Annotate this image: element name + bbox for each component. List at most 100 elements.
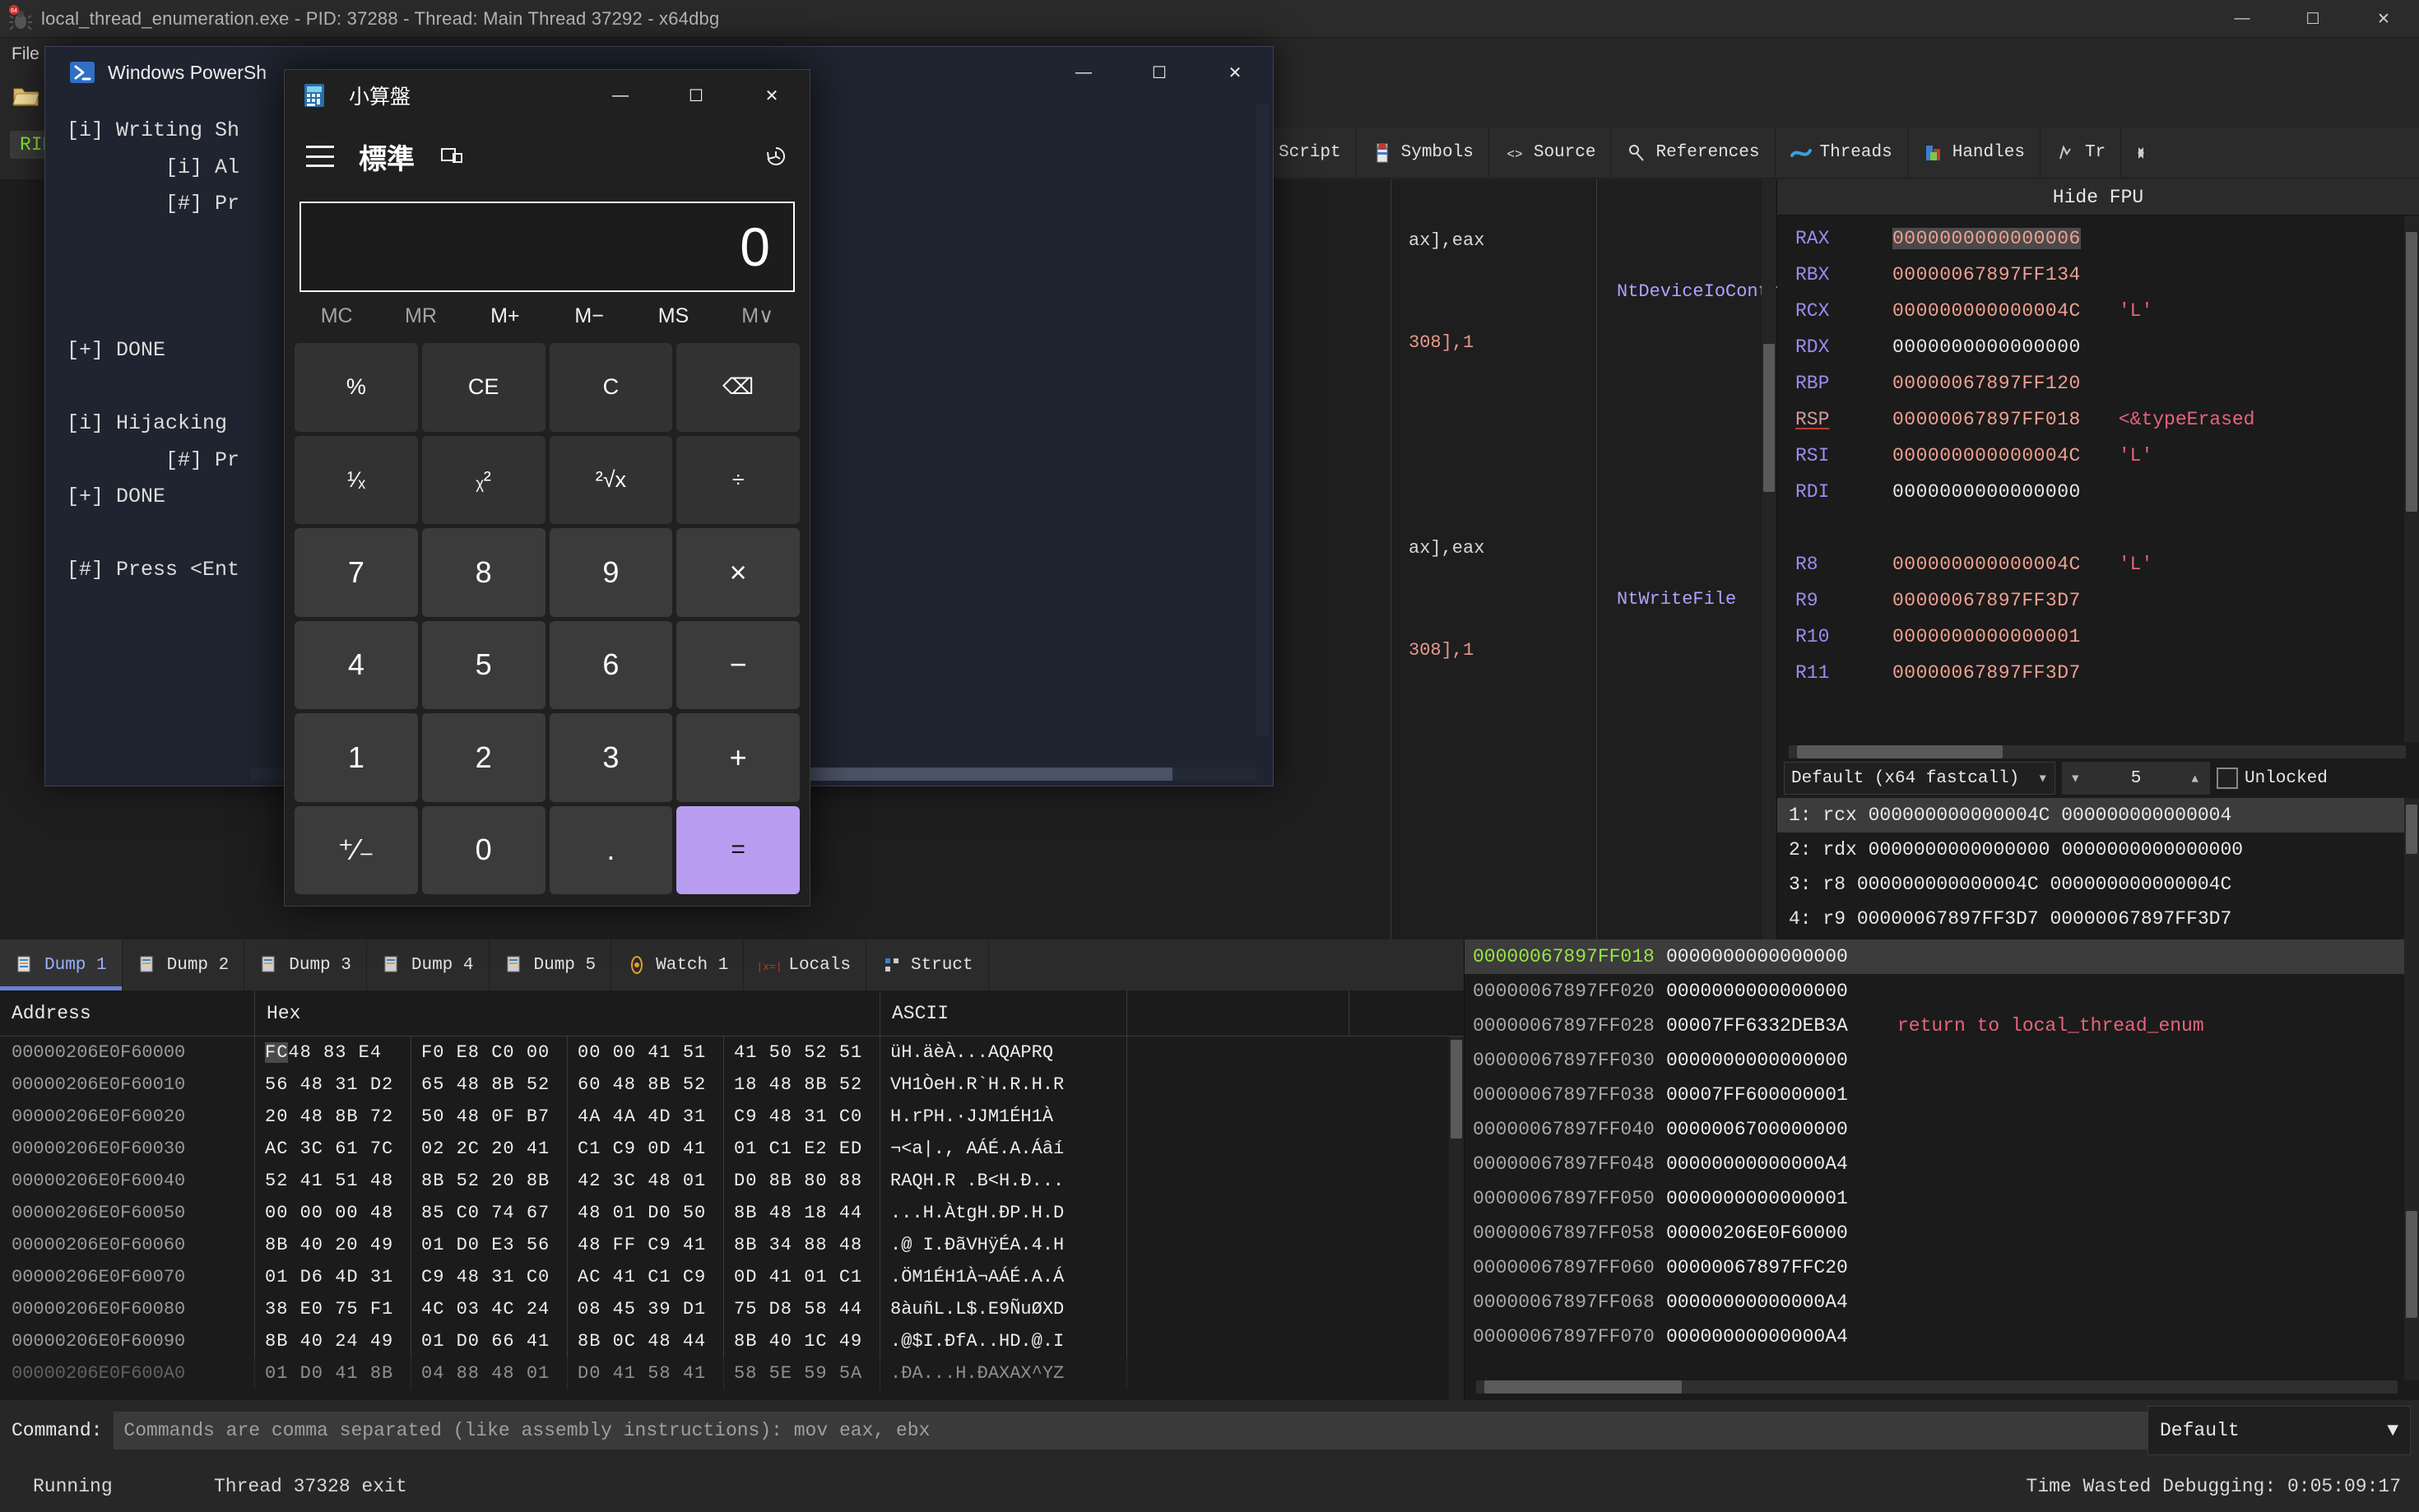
hamburger-icon[interactable] [306, 146, 334, 167]
tab-locals[interactable]: |x=| Locals [744, 939, 866, 990]
tab-watch-1[interactable]: Watch 1 [611, 939, 745, 990]
tab-dump-4[interactable]: Dump 4 [367, 939, 490, 990]
tab-dump-2[interactable]: Dump 2 [123, 939, 245, 990]
menu-item-file[interactable]: File [12, 44, 39, 63]
key-0[interactable]: 0 [421, 805, 546, 894]
registers-vertical-scrollbar[interactable] [2404, 216, 2419, 742]
hide-fpu-button[interactable]: Hide FPU [1777, 179, 2419, 216]
key-4[interactable]: 4 [295, 620, 418, 709]
register-value[interactable]: 0000000000000001 [1892, 626, 2081, 647]
argument-row[interactable]: 1: rcx 000000000000004C 000000000000004 [1777, 798, 2419, 833]
key-1[interactable]: 1 [295, 713, 418, 802]
register-value[interactable]: 00000067897FF3D7 [1892, 590, 2081, 611]
register-value[interactable]: 0000000000000000 [1892, 336, 2081, 358]
backspace-icon[interactable]: ⌫ [676, 343, 800, 432]
dump-vertical-scrollbar[interactable] [1449, 1037, 1464, 1400]
stack-horizontal-scrollbar[interactable] [1476, 1380, 2398, 1394]
tab-struct[interactable]: Struct [866, 939, 989, 990]
tab-dump-3[interactable]: Dump 3 [244, 939, 367, 990]
column-header-ascii[interactable]: ASCII [880, 990, 1127, 1036]
powershell-close-button[interactable]: ✕ [1228, 63, 1242, 82]
key-7[interactable]: 7 [295, 528, 418, 617]
register-value[interactable]: 000000000000004C [1892, 445, 2081, 466]
profile-select[interactable]: Default ▼ [2147, 1406, 2411, 1455]
key-square-root[interactable]: ²√x [549, 435, 673, 524]
key-percent[interactable]: % [295, 343, 418, 432]
memory-add-button[interactable]: M+ [490, 304, 520, 327]
powershell-vertical-scrollbar[interactable] [1256, 104, 1270, 736]
calculator-maximize-button[interactable]: ☐ [689, 86, 703, 105]
maximize-button[interactable]: ☐ [2305, 10, 2320, 28]
register-value[interactable]: 0000000000000006 [1892, 228, 2081, 249]
tab-symbols[interactable]: Symbols [1357, 128, 1489, 178]
column-header-address[interactable]: Address [0, 990, 255, 1036]
tab-handles[interactable]: Handles [1908, 128, 2041, 178]
key-6[interactable]: 6 [549, 620, 673, 709]
open-folder-icon[interactable] [8, 80, 44, 113]
key-equals[interactable]: = [676, 805, 800, 894]
argument-count-stepper[interactable]: ▾ 5 ▴ [2062, 762, 2210, 795]
calculator-display[interactable]: 0 [299, 202, 795, 292]
unlocked-checkbox[interactable] [2217, 768, 2238, 789]
chevron-down-icon[interactable]: ▾ [2070, 770, 2081, 789]
key-square[interactable]: ᵪ² [421, 435, 546, 524]
tab-script[interactable]: Script [1234, 128, 1357, 178]
dump-rows[interactable]: 00000206E0F60000 FC 48 83 E4 F0 E8 C0 00 00… [0, 1037, 1464, 1400]
key-decimal[interactable]: . [549, 805, 673, 894]
key-multiply[interactable]: × [676, 528, 800, 617]
memory-recall-button[interactable]: MR [405, 304, 437, 327]
key-3[interactable]: 3 [549, 713, 673, 802]
column-header-extra[interactable] [1127, 990, 1349, 1036]
key-2[interactable]: 2 [421, 713, 546, 802]
key-reciprocal[interactable]: ¹⁄ₓ [295, 435, 418, 524]
tab-trace[interactable]: Tr [2041, 128, 2122, 178]
registers-horizontal-scrollbar[interactable] [1789, 745, 2406, 758]
history-icon[interactable] [764, 144, 788, 169]
calculator-window[interactable]: 小算盤 — ☐ ✕ 標準 0 MC MR M+ M− MS M∨ % CE C … [284, 69, 810, 907]
key-9[interactable]: 9 [549, 528, 673, 617]
register-list[interactable]: RAX 0000000000000006 RBX 00000067897FF134 … [1777, 216, 2419, 742]
calling-convention-select[interactable]: Default (x64 fastcall) ▾ [1784, 762, 2055, 795]
key-5[interactable]: 5 [421, 620, 546, 709]
chevron-up-icon[interactable]: ▴ [2189, 770, 2200, 789]
calculator-close-button[interactable]: ✕ [764, 86, 779, 105]
key-subtract[interactable]: − [676, 620, 800, 709]
tab-scroll-buttons[interactable] [2121, 128, 2159, 178]
argument-row[interactable]: 4: r9 00000067897FF3D7 00000067897FF3D7 [1789, 908, 2232, 930]
key-8[interactable]: 8 [421, 528, 546, 617]
memory-subtract-button[interactable]: M− [574, 304, 604, 327]
key-divide[interactable]: ÷ [676, 435, 800, 524]
register-value[interactable]: 00000067897FF120 [1892, 373, 2081, 394]
close-button[interactable]: ✕ [2377, 10, 2390, 28]
stack-vertical-scrollbar[interactable] [2404, 939, 2419, 1380]
tab-dump-1[interactable]: Dump 1 [0, 939, 123, 990]
tab-dump-5[interactable]: Dump 5 [490, 939, 612, 990]
tab-threads[interactable]: Threads [1776, 128, 1908, 178]
minimize-button[interactable]: — [2234, 10, 2250, 27]
key-clear[interactable]: C [549, 343, 673, 432]
register-value[interactable]: 000000000000004C [1892, 300, 2081, 322]
column-header-hex[interactable]: Hex [255, 990, 880, 1036]
stack-rows[interactable]: 00000067897FF018 0000000000000000 0000006… [1465, 939, 2419, 1380]
argument-row[interactable]: 3: r8 000000000000004C 000000000000004C [1789, 874, 2232, 895]
key-add[interactable]: + [676, 713, 800, 802]
calculator-minimize-button[interactable]: — [612, 86, 629, 104]
keep-on-top-icon[interactable] [439, 145, 464, 168]
powershell-minimize-button[interactable]: — [1075, 63, 1092, 81]
powershell-maximize-button[interactable]: ☐ [1152, 63, 1167, 82]
memory-clear-button[interactable]: MC [320, 304, 353, 327]
register-value[interactable]: 00000067897FF134 [1892, 264, 2081, 285]
command-input[interactable]: Commands are comma separated (like assem… [114, 1412, 2147, 1449]
powershell-console-output[interactable]: [i] Writing Sh [i] Al [#] Pr [+] DONE [i… [67, 118, 240, 582]
memory-store-button[interactable]: MS [657, 304, 689, 327]
key-sign-toggle[interactable]: ⁺⁄₋ [295, 805, 418, 894]
tab-source[interactable]: <> Source [1489, 128, 1612, 178]
register-value[interactable]: 00000067897FF018 [1892, 409, 2081, 430]
register-value[interactable]: 00000067897FF3D7 [1892, 662, 2081, 684]
tab-references[interactable]: References [1611, 128, 1776, 178]
register-value[interactable]: 000000000000004C [1892, 554, 2081, 575]
key-clear-entry[interactable]: CE [421, 343, 546, 432]
argument-row[interactable]: 2: rdx 0000000000000000 0000000000000000 [1789, 839, 2244, 860]
register-value[interactable]: 0000000000000000 [1892, 481, 2081, 503]
dump-hex-selected-byte[interactable]: FC [265, 1042, 289, 1063]
